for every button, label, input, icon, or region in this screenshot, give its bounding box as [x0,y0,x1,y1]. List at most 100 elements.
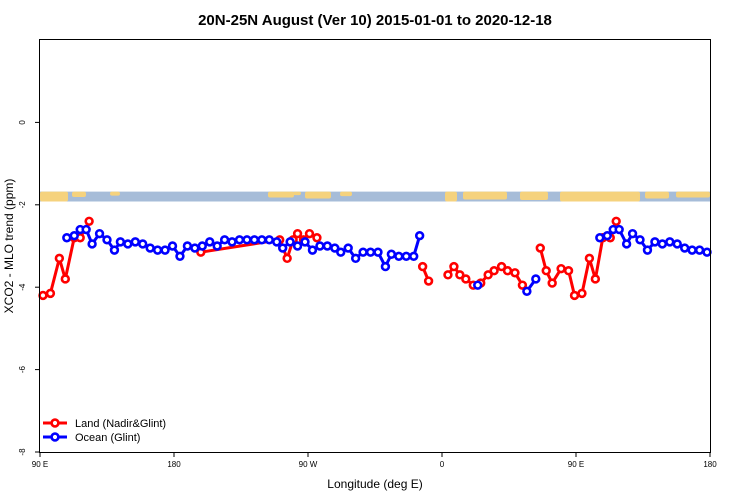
data-point [510,268,520,278]
data-point [84,216,94,226]
data-point [517,280,528,290]
data-point [272,237,282,247]
data-point [160,245,170,255]
data-point [443,270,453,280]
x-tick-label: 90 W [299,460,318,469]
data-point [665,237,675,247]
map-land [445,191,457,202]
plot-frame [39,39,711,453]
data-point [502,266,513,276]
y-tick-label: -4 [18,283,27,291]
data-point [285,237,295,247]
map-land [645,191,669,199]
map-ocean [40,191,710,202]
data-point [145,243,155,253]
data-point [584,253,595,264]
data-point [257,235,267,245]
data-point [300,237,310,247]
data-point [386,249,397,259]
data-point [423,276,434,286]
data-point [394,251,404,261]
x-tick-label: 90 E [32,460,48,469]
data-point [45,288,56,299]
data-point [138,239,148,249]
data-point [109,245,120,255]
data-point [577,288,587,299]
data-point [380,261,391,272]
data-point [556,263,566,274]
data-point [409,251,419,261]
data-point [94,228,105,239]
y-axis: 0 -2 -4 -6 -8 [18,120,40,456]
legend-label: Land (Nadir&Glint) [75,418,166,430]
data-point [569,290,580,301]
data-point [205,237,215,247]
data-point [282,253,292,264]
data-point [417,261,428,272]
data-point [694,245,705,255]
legend-label: Ocean (Glint) [75,432,140,444]
data-point [621,239,632,249]
data-point [627,228,638,239]
data-point [60,274,71,284]
data-point [350,253,361,264]
data-point [687,245,697,255]
y-tick-label: 0 [18,120,27,125]
data-point [455,270,465,280]
data-point [81,224,91,235]
data-point [264,235,274,245]
data-point [590,274,601,284]
data-point [234,235,245,245]
data-point [672,239,682,249]
data-point [315,241,325,251]
data-point [473,280,483,290]
data-point [242,235,252,245]
data-point [414,231,425,241]
data-point [483,270,493,280]
x-tick-label: 180 [167,460,181,469]
data-point [54,253,65,264]
data-point [249,235,260,245]
data-point [277,243,288,253]
data-point [635,235,645,245]
x-tick-label: 180 [703,460,717,469]
map-land [72,191,86,198]
map-land [520,191,548,201]
map-land [340,191,352,197]
data-point [496,261,507,272]
data-point [531,274,541,284]
y-tick-label: -6 [18,365,27,373]
data-point [152,245,163,255]
data-point [322,241,333,251]
data-point [69,231,79,241]
data-point [182,241,193,251]
data-point [657,239,668,249]
data-point [197,241,207,251]
data-point [336,247,346,257]
data-point [38,290,48,301]
data-point [611,216,621,226]
data-point [343,243,353,253]
data-point [62,233,72,243]
map-land [305,191,331,199]
data-point [614,224,624,235]
map-land [463,191,507,200]
data-point [547,278,557,288]
data-point [212,241,222,251]
series-ocean [62,224,712,297]
data-point [175,251,185,261]
map-strip [40,191,710,202]
series-layer [38,216,712,301]
legend-marker [50,418,60,428]
data-point [449,261,459,272]
data-point [401,251,411,261]
y-tick-label: -2 [18,201,27,209]
data-point [563,266,574,276]
data-point [123,239,133,249]
data-point [461,274,471,284]
data-point [330,243,340,253]
data-point [292,241,303,251]
x-axis: 90 E 180 90 W 0 90 E 180 [32,452,717,469]
x-tick-label: 90 E [568,460,584,469]
data-point [365,247,376,257]
